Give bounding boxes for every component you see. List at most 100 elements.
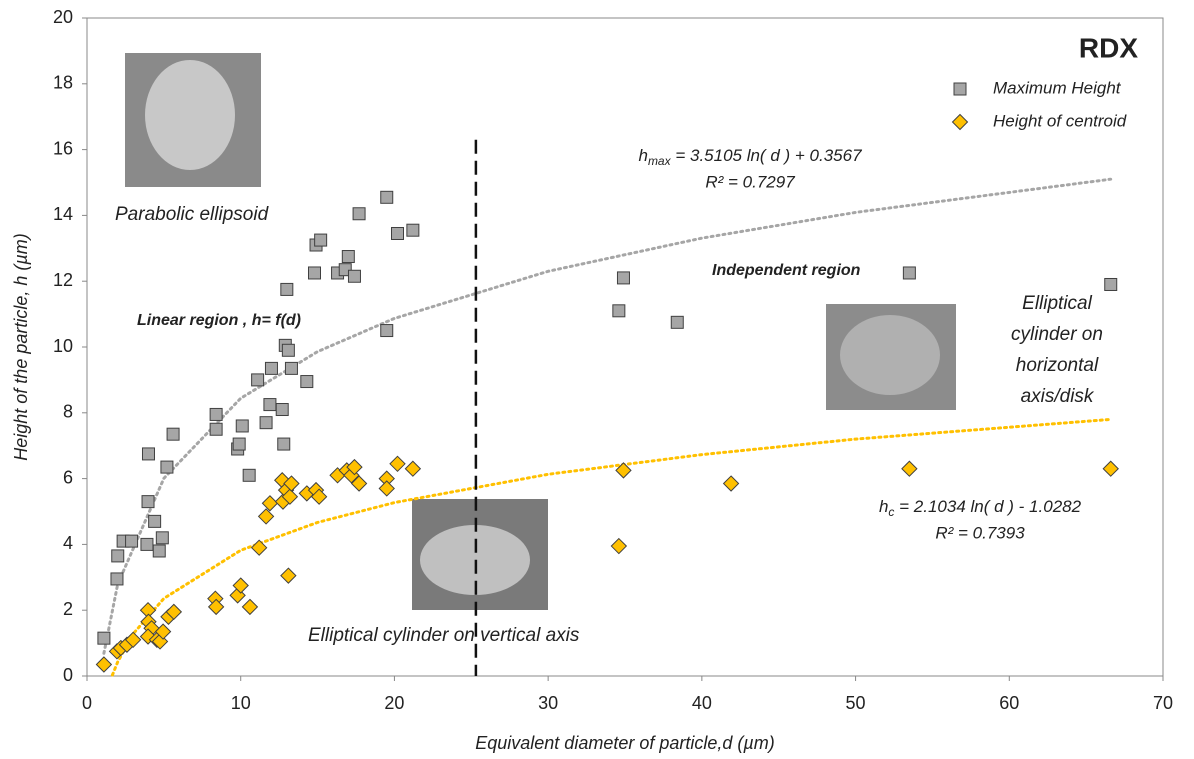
marker-diamond [261,495,279,512]
equation: hmax = 3.5105 ln( d ) + 0.3567 [638,146,862,168]
annotation: horizontal [1016,355,1099,376]
x-tick-label: 50 [846,693,866,713]
marker-square [166,427,180,441]
marker-square [125,534,139,548]
marker-square [612,304,626,318]
marker-square [263,398,277,412]
x-tick-label: 20 [384,693,404,713]
marker-square [616,271,630,285]
marker-diamond [310,488,328,505]
x-tick-label: 60 [999,693,1019,713]
trendline [102,177,1113,655]
marker-square [141,447,155,461]
y-tick-label: 10 [53,336,73,356]
marker-diamond [124,631,142,649]
marker-square [347,269,361,283]
marker-square [209,407,223,421]
x-tick-label: 30 [538,693,558,713]
marker-diamond [207,598,225,616]
marker-square [242,468,256,482]
annotation: Elliptical [1022,293,1092,314]
marker-square [391,226,405,240]
marker-square [160,460,174,474]
equation-r2: R² = 0.7393 [935,523,1025,542]
marker-square [97,631,111,645]
legend-marker [951,113,969,131]
x-axis-title: Equivalent diameter of particle,d (µm) [475,733,775,753]
marker-square [277,437,291,451]
y-tick-label: 20 [53,7,73,27]
marker-diamond [241,598,259,616]
marker-diamond [404,460,422,477]
y-tick-label: 8 [63,402,73,422]
photo-particle [840,315,940,395]
annotation: axis/disk [1021,386,1095,407]
marker-square [232,437,246,451]
marker-square [314,233,328,247]
marker-square [155,531,169,545]
marker-square [111,549,125,563]
annotation: Elliptical cylinder on vertical axis [308,625,580,646]
equation-symbol: h [638,146,647,165]
equation: hc = 2.1034 ln( d ) - 1.0282 [879,497,1082,519]
annotation: Linear region , h= f(d) [137,312,301,329]
marker-diamond [610,537,628,555]
equation-r2: R² = 0.7297 [705,172,795,191]
marker-diamond [165,603,183,621]
y-tick-label: 12 [53,270,73,290]
y-tick-label: 6 [63,467,73,487]
chart-title: RDX [1079,32,1138,63]
equation-subscript: c [888,505,894,519]
marker-diamond [250,539,268,556]
legend-label: Maximum Height [993,78,1122,97]
marker-diamond [389,455,406,473]
marker-square [251,373,265,387]
marker-square [275,403,289,417]
y-tick-label: 0 [63,665,73,685]
equation-symbol: h [879,497,888,516]
annotation: Independent region [712,262,861,279]
marker-square [670,315,684,329]
marker-diamond [615,462,632,479]
x-tick-label: 70 [1153,693,1173,713]
marker-diamond [139,628,157,645]
marker-square [352,207,366,221]
marker-square [341,250,355,264]
marker-square [235,419,249,433]
equation-body: = 2.1034 ln( d ) - 1.0282 [894,497,1081,516]
marker-square [380,324,394,338]
marker-square [281,343,295,357]
marker-square [110,572,124,586]
y-tick-label: 4 [63,533,73,553]
marker-square [300,375,314,389]
marker-diamond [280,567,297,584]
marker-square [140,537,154,551]
marker-square [280,282,294,296]
y-axis-title: Height of the particle, h (µm) [11,233,31,460]
marker-diamond [378,480,395,497]
marker-diamond [281,488,299,505]
marker-square [380,190,394,204]
marker-diamond [350,475,368,492]
x-tick-label: 10 [231,693,251,713]
x-tick-label: 40 [692,693,712,713]
marker-diamond [901,460,918,477]
marker-square [307,266,321,280]
y-tick-label: 2 [63,599,73,619]
marker-square [264,361,278,375]
marker-square [259,416,273,430]
marker-square [902,266,916,280]
photo-particle [145,60,235,170]
equation-subscript: max [648,154,672,168]
annotation: Parabolic ellipsoid [115,204,270,225]
marker-diamond [346,458,363,476]
marker-diamond [283,475,300,492]
annotation: cylinder on [1011,324,1103,345]
marker-diamond [722,475,740,492]
marker-diamond [95,656,113,673]
y-tick-label: 16 [53,138,73,158]
y-tick-label: 18 [53,73,73,93]
x-tick-label: 0 [82,693,92,713]
marker-square [209,422,223,436]
marker-square [284,361,298,375]
